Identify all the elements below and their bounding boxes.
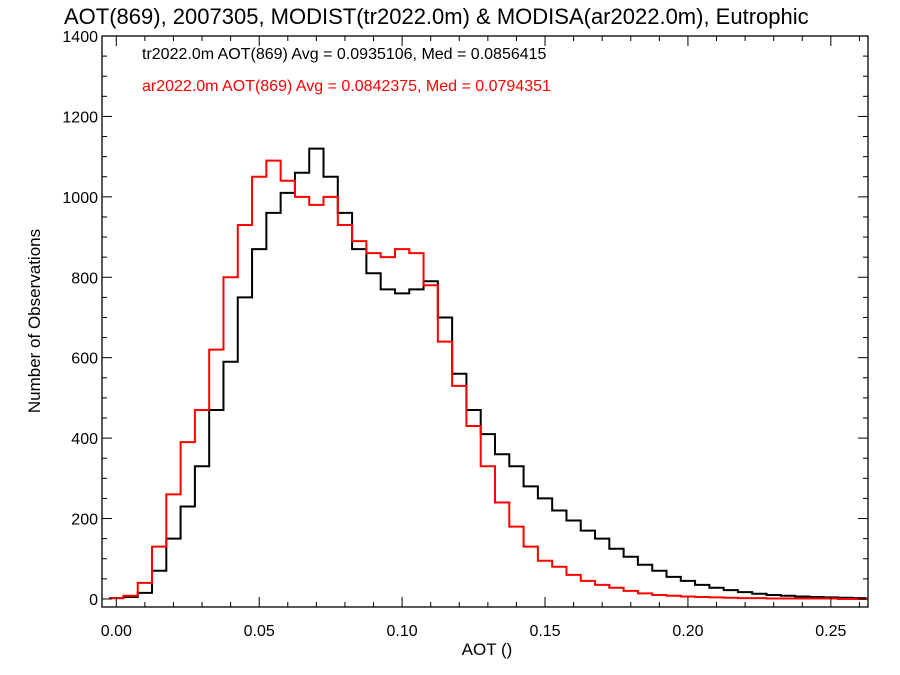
plot-frame [101,35,869,608]
x-tick-label: 0.25 [815,623,846,640]
y-tick-label: 1200 [62,109,98,126]
x-tick-label: 0.15 [529,623,560,640]
y-axis: 0 200 400 600 800 1000 1200 1400 [62,29,868,609]
y-tick-label: 200 [71,512,98,529]
legend-entry-ar2022: ar2022.0m AOT(869) Avg = 0.0842375, Med … [142,78,551,95]
x-tick-label: 0.10 [387,623,418,640]
x-tick-label: 0.20 [672,623,703,640]
x-tick-label: 0.05 [244,623,275,640]
y-tick-label: 1000 [62,190,98,207]
series-layer [109,147,867,600]
x-tick-label: 0.00 [101,623,132,640]
y-tick-label: 0 [89,592,98,609]
series-line-ar2022.0m [109,159,867,600]
legend-entry-tr2022: tr2022.0m AOT(869) Avg = 0.0935106, Med … [142,46,547,63]
y-tick-label: 1400 [62,29,98,46]
series-line-tr2022.0m [109,147,867,600]
x-axis-label: AOT () [462,640,513,659]
chart-title: AOT(869), 2007305, MODIST(tr2022.0m) & M… [64,4,809,29]
y-tick-label: 600 [71,351,98,368]
x-axis: 0.00 0.05 0.10 0.15 0.20 0.25 [101,36,860,640]
y-tick-label: 800 [71,270,98,287]
y-tick-label: 400 [71,431,98,448]
y-axis-label: Number of Observations [25,229,44,413]
